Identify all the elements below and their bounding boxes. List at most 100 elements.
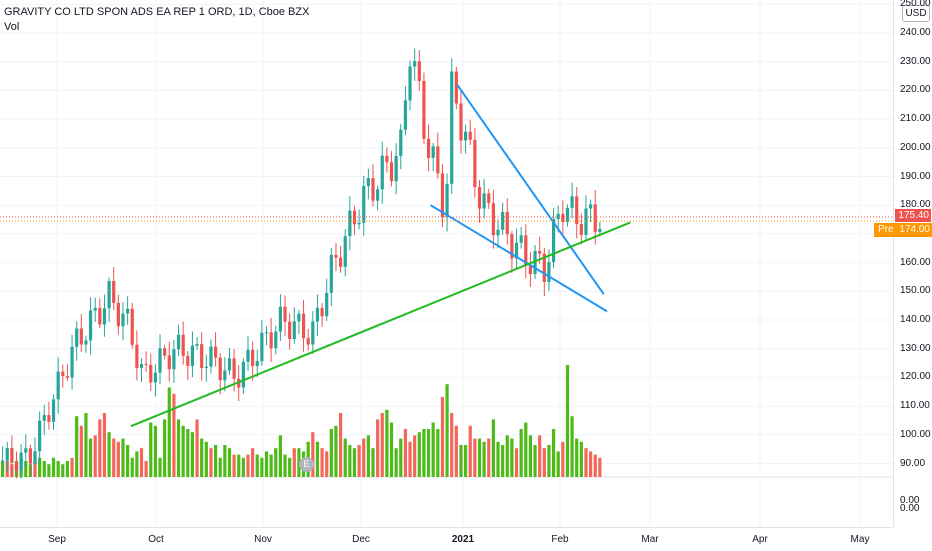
volume-bar [403, 429, 408, 477]
volume-bar [241, 457, 245, 477]
candle-body [547, 262, 551, 282]
candle-body [403, 100, 408, 130]
candle-body [598, 228, 602, 232]
candle-body [533, 251, 537, 275]
volume-bar [269, 454, 273, 477]
volume-label: Vol [4, 21, 20, 33]
candle-body [487, 193, 491, 204]
volume-bar [450, 413, 454, 477]
volume-bar [454, 425, 458, 477]
trend-lines [130, 84, 631, 428]
candle-body [167, 355, 171, 370]
candle-body [575, 196, 579, 225]
candle-body [181, 334, 185, 356]
volume-bar [445, 384, 449, 477]
volume-bar [278, 435, 282, 477]
candle-body [468, 131, 472, 140]
candle-body [315, 307, 320, 322]
volume-bar [464, 445, 468, 477]
volume-bar [431, 422, 435, 477]
time-tick-label: Feb [551, 534, 569, 545]
candle-body [116, 302, 120, 327]
volume-bar [417, 432, 421, 477]
price-axis[interactable] [893, 0, 932, 527]
volume-bar [575, 438, 579, 477]
volume-bar [75, 416, 79, 477]
candle-body [19, 452, 23, 471]
price-chart-svg[interactable] [0, 0, 893, 527]
candle-body [98, 307, 102, 325]
volume-bar [246, 454, 250, 477]
candle-body [320, 307, 324, 317]
candle-body [75, 328, 79, 347]
volume-bar [163, 419, 167, 477]
volume-bar [491, 419, 495, 477]
time-tick-label: 2021 [451, 534, 475, 545]
volume-bar [204, 441, 208, 477]
candles [1, 48, 602, 479]
volume-bar [264, 451, 269, 477]
volume-bar [496, 441, 500, 477]
volume-bar [547, 445, 551, 477]
volume-bar [389, 422, 394, 477]
volume-bar [251, 448, 255, 477]
candle-body [524, 235, 528, 265]
volume-bar [533, 445, 537, 477]
volume-bar [348, 445, 352, 477]
indicator-tick-label: 0.00 [900, 503, 920, 514]
volume-bar [325, 451, 329, 477]
currency-badge[interactable]: USD [902, 5, 930, 22]
earnings-icon[interactable]: E [299, 457, 314, 472]
candle-body [436, 146, 440, 174]
candle-body [65, 376, 70, 378]
candle-body [153, 372, 157, 383]
candle-body [204, 366, 208, 368]
time-tick-label: Apr [752, 534, 768, 545]
price-tick-label: 190.00 [900, 170, 931, 182]
candle-body [306, 338, 310, 345]
candle-body [209, 346, 213, 367]
volume-bar [126, 445, 130, 477]
lower-wedge-trendline [430, 204, 608, 313]
volume-bar [107, 432, 111, 477]
volume-bar [524, 422, 528, 477]
candle-body [139, 363, 144, 368]
volume-bar [297, 448, 301, 477]
volume-bar [320, 448, 324, 477]
price-tick-label: 90.00 [900, 457, 926, 469]
volume-bar [357, 445, 361, 477]
candle-body [163, 348, 167, 356]
volume-bar [33, 461, 37, 477]
volume-bar [1, 461, 5, 477]
volume-bar [542, 448, 546, 477]
candle-body [570, 196, 574, 208]
price-tick-label: 150.00 [900, 285, 931, 297]
volume-bar [473, 438, 477, 477]
volume-bar [190, 432, 195, 477]
candle-body [274, 331, 278, 349]
volume-bar [79, 425, 83, 477]
candle-body [450, 71, 454, 184]
volume-bar [329, 429, 333, 477]
candle-body [510, 234, 514, 259]
volume-bar [135, 451, 139, 477]
price-tick-label: 130.00 [900, 342, 931, 354]
volume-bar [195, 419, 199, 477]
volume-bar [255, 454, 259, 477]
candle-body [283, 306, 287, 322]
candle-body [556, 213, 560, 220]
candle-body [394, 155, 398, 182]
volume-bar [510, 438, 514, 477]
volume-bar [343, 438, 347, 477]
time-axis[interactable] [0, 527, 893, 551]
candle-body [528, 264, 533, 275]
volume-bar [139, 448, 144, 477]
candle-body [14, 462, 19, 471]
candle-body [130, 308, 134, 345]
candle-body [325, 292, 329, 317]
volume-bar [394, 448, 398, 477]
volume-bar [274, 448, 278, 477]
volume-bar [538, 435, 542, 477]
candle-body [246, 349, 250, 362]
